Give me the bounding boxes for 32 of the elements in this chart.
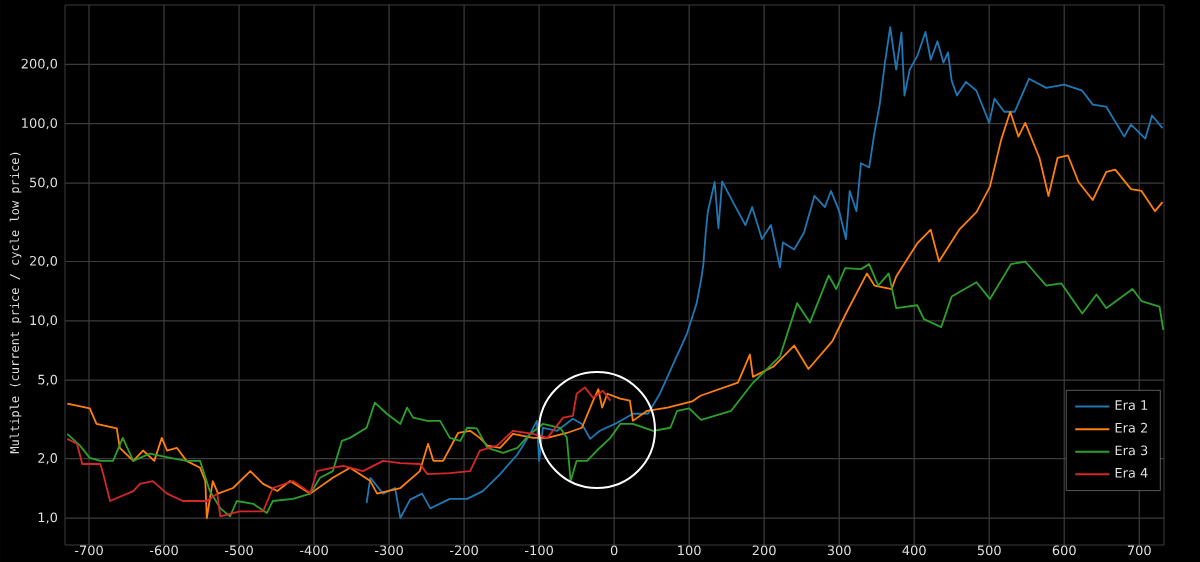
y-axis-title: Multiple (current price / cycle low price) (9, 152, 22, 454)
y-tick-label: 50,0 (30, 177, 58, 189)
x-tick-label: 100 (678, 545, 701, 556)
line-series (365, 26, 1164, 519)
x-tick-label: 300 (827, 545, 851, 556)
y-tick-label: 1,0 (38, 512, 58, 524)
x-tick-label: -200 (449, 545, 478, 556)
x-tick-label: 700 (1127, 545, 1151, 556)
y-tick-label: 20,0 (29, 255, 58, 268)
line-series (66, 110, 1164, 519)
legend-label: Era 3 (1115, 445, 1148, 456)
x-tick-label: -700 (74, 545, 103, 556)
y-tick-label: 2,0 (38, 453, 58, 465)
x-tick-label: 600 (1052, 545, 1076, 556)
line-series (66, 260, 1165, 518)
x-tick-label: -300 (374, 545, 403, 556)
y-tick-label: 100,0 (22, 118, 58, 130)
x-tick-label: 400 (902, 545, 926, 556)
y-tick-label: 10,0 (30, 315, 58, 327)
legend-label: Era 2 (1115, 422, 1147, 433)
line-series (66, 386, 612, 518)
x-tick-label: -600 (149, 545, 178, 556)
x-tick-label: -400 (299, 545, 328, 556)
x-tick-label: -100 (525, 545, 553, 556)
x-tick-label: 0 (610, 545, 618, 556)
y-tick-label: 200,0 (21, 58, 58, 70)
y-tick-label: 5,0 (38, 374, 58, 386)
legend-label: Era 4 (1115, 468, 1148, 478)
x-tick-label: 200 (752, 545, 776, 556)
legend-label: Era 1 (1115, 400, 1148, 410)
x-tick-label: 500 (977, 545, 1001, 556)
x-tick-label: -500 (224, 545, 253, 556)
